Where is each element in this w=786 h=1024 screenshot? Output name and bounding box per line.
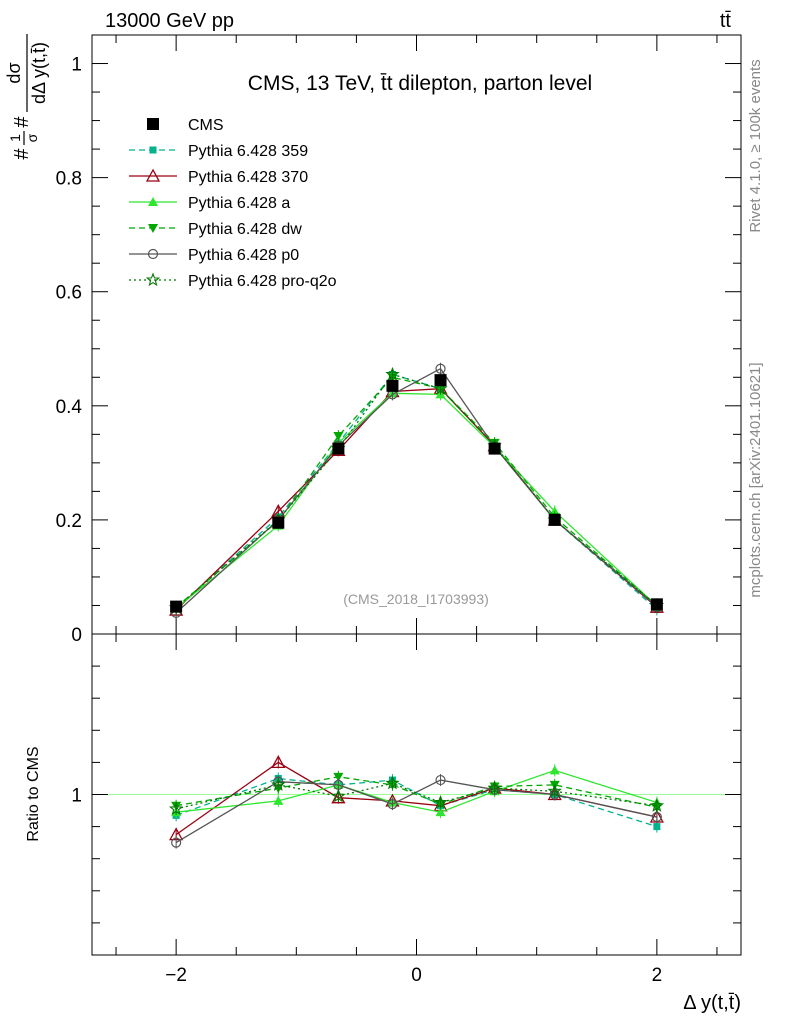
main-y-axis-label: # 1 σ # dσ dΔ y(t,t̄) [4,34,49,160]
point-cms [548,513,561,526]
ratio-point-pythia-6-428-pro-q2o [649,798,665,812]
x-tick-label-2: 2 [652,965,663,986]
ratio-y-axis-label: Ratio to CMS [25,746,42,841]
x-tick-label-0: 0 [411,965,422,986]
y-label-num: dσ [4,62,24,83]
ratio-point-pythia-6-428-pro-q2o [168,801,184,816]
y-label-prefix: # [11,148,33,160]
point-pythia-6-428-pro-q2o [385,366,400,381]
legend-marker-pythia-6-428-370 [145,168,161,182]
point-pythia-6-428-p0 [435,363,446,374]
y-tick-label-0-2: 0.2 [56,511,82,532]
y-label-frac-num: 1 [7,134,23,142]
legend-marker-pythia-6-428-p0 [147,248,159,260]
ratio-axis-ticks [92,633,741,956]
point-pythia-6-428-dw [333,432,344,442]
ratio-point-pythia-6-428-359 [653,823,661,831]
y-label-hash: # [11,116,33,128]
y-tick-label-0-4: 0.4 [56,397,83,418]
y-label-den: dΔ y(t,t̄) [29,42,49,104]
series-line-pythia-6-428-pro-q2o [175,373,658,609]
header-right: tt̄ [720,10,732,32]
ratio-point-pythia-6-428-370 [271,755,286,769]
point-cms [386,379,399,392]
legend: CMS Pythia 6.428 359 Pythia 6.428 370 Py… [129,117,337,290]
ratio-point-pythia-6-428-dw [333,772,344,782]
ratio-point-pythia-6-428-pro-q2o [547,783,562,798]
ratio-point-pythia-6-428-pro-q2o [433,795,448,809]
ratio-series-line-pythia-6-428-p0 [175,779,658,844]
rivet-label: Rivet 4.1.0, ≥ 100k events [747,59,764,232]
x-axis-label: Δ y(t,t̄) [683,992,741,1014]
main-series-group [168,362,665,619]
legend-label-p0: Pythia 6.428 p0 [188,247,299,264]
legend-marker-pythia-6-428-359 [149,146,157,154]
ratio-y-tick-label-1: 1 [71,786,82,807]
ratio-point-pythia-6-428-p0 [171,837,182,848]
point-cms [170,600,183,613]
mcplots-label: mcplots.cern.ch [arXiv:2401.10621] [747,362,764,597]
series-line-pythia-6-428-a [175,392,658,609]
ratio-series-line-pythia-6-428-a [176,769,658,813]
legend-label-dw: Pythia 6.428 dw [188,221,302,238]
legend-label-a: Pythia 6.428 a [188,195,290,212]
ratio-series-group [168,755,665,849]
ratio-point-pythia-6-428-p0 [435,774,446,786]
point-cms [434,374,447,387]
y-tick-label-0-6: 0.6 [56,283,82,304]
point-cms [332,442,345,455]
ratio-point-pythia-6-428-a [435,807,446,817]
legend-marker-pythia-6-428-dw [148,224,158,233]
analysis-watermark: (CMS_2018_I1703993) [343,591,489,607]
legend-marker-pythia-6-428-pro-q2o [145,272,161,287]
point-cms [488,442,501,455]
point-cms [650,598,663,611]
legend-label-370: Pythia 6.428 370 [188,169,308,186]
series-line-pythia-6-428-p0 [175,367,658,614]
series-line-pythia-6-428-370 [175,388,658,611]
legend-label-cms: CMS [188,117,224,134]
y-label-frac-den: σ [24,133,40,142]
ratio-point-pythia-6-428-pro-q2o [331,788,346,803]
legend-label-pro-q2o: Pythia 6.428 pro-q2o [188,273,337,290]
legend-marker-pythia-6-428-a [148,197,158,206]
ratio-series-line-pythia-6-428-370 [175,761,658,836]
chart-title: CMS, 13 TeV, t̄t dilepton, parton level [248,72,592,95]
header-left: 13000 GeV pp [105,10,234,32]
ratio-point-pythia-6-428-a [549,765,560,775]
ratio-point-pythia-6-428-a [273,795,284,805]
point-pythia-6-428-pro-q2o [433,381,448,395]
ratio-series-line-pythia-6-428-pro-q2o [175,782,657,810]
ratio-series-line-pythia-6-428-359 [175,777,658,828]
ratio-point-pythia-6-428-pro-q2o [385,775,400,790]
ratio-point-pythia-6-428-pro-q2o [487,780,502,795]
ratio-point-pythia-6-428-p0 [387,799,398,810]
legend-marker-cms [147,118,159,130]
x-tick-labels: −2 0 2 [165,965,662,986]
x-tick-label-minus-2: −2 [165,965,187,986]
series-line-pythia-6-428-359 [175,373,658,610]
series-line-pythia-6-428-dw [175,376,658,608]
ratio-point-pythia-6-428-pro-q2o [271,777,286,791]
point-cms [272,516,285,529]
legend-label-359: Pythia 6.428 359 [188,143,308,160]
y-tick-label-0: 0 [71,625,82,646]
y-tick-label-0-8: 0.8 [56,169,82,190]
y-tick-label-1: 1 [71,55,82,76]
main-y-tick-labels: 0 0.2 0.4 0.6 0.8 1 [56,55,83,646]
ratio-point-pythia-6-428-p0 [651,811,662,823]
